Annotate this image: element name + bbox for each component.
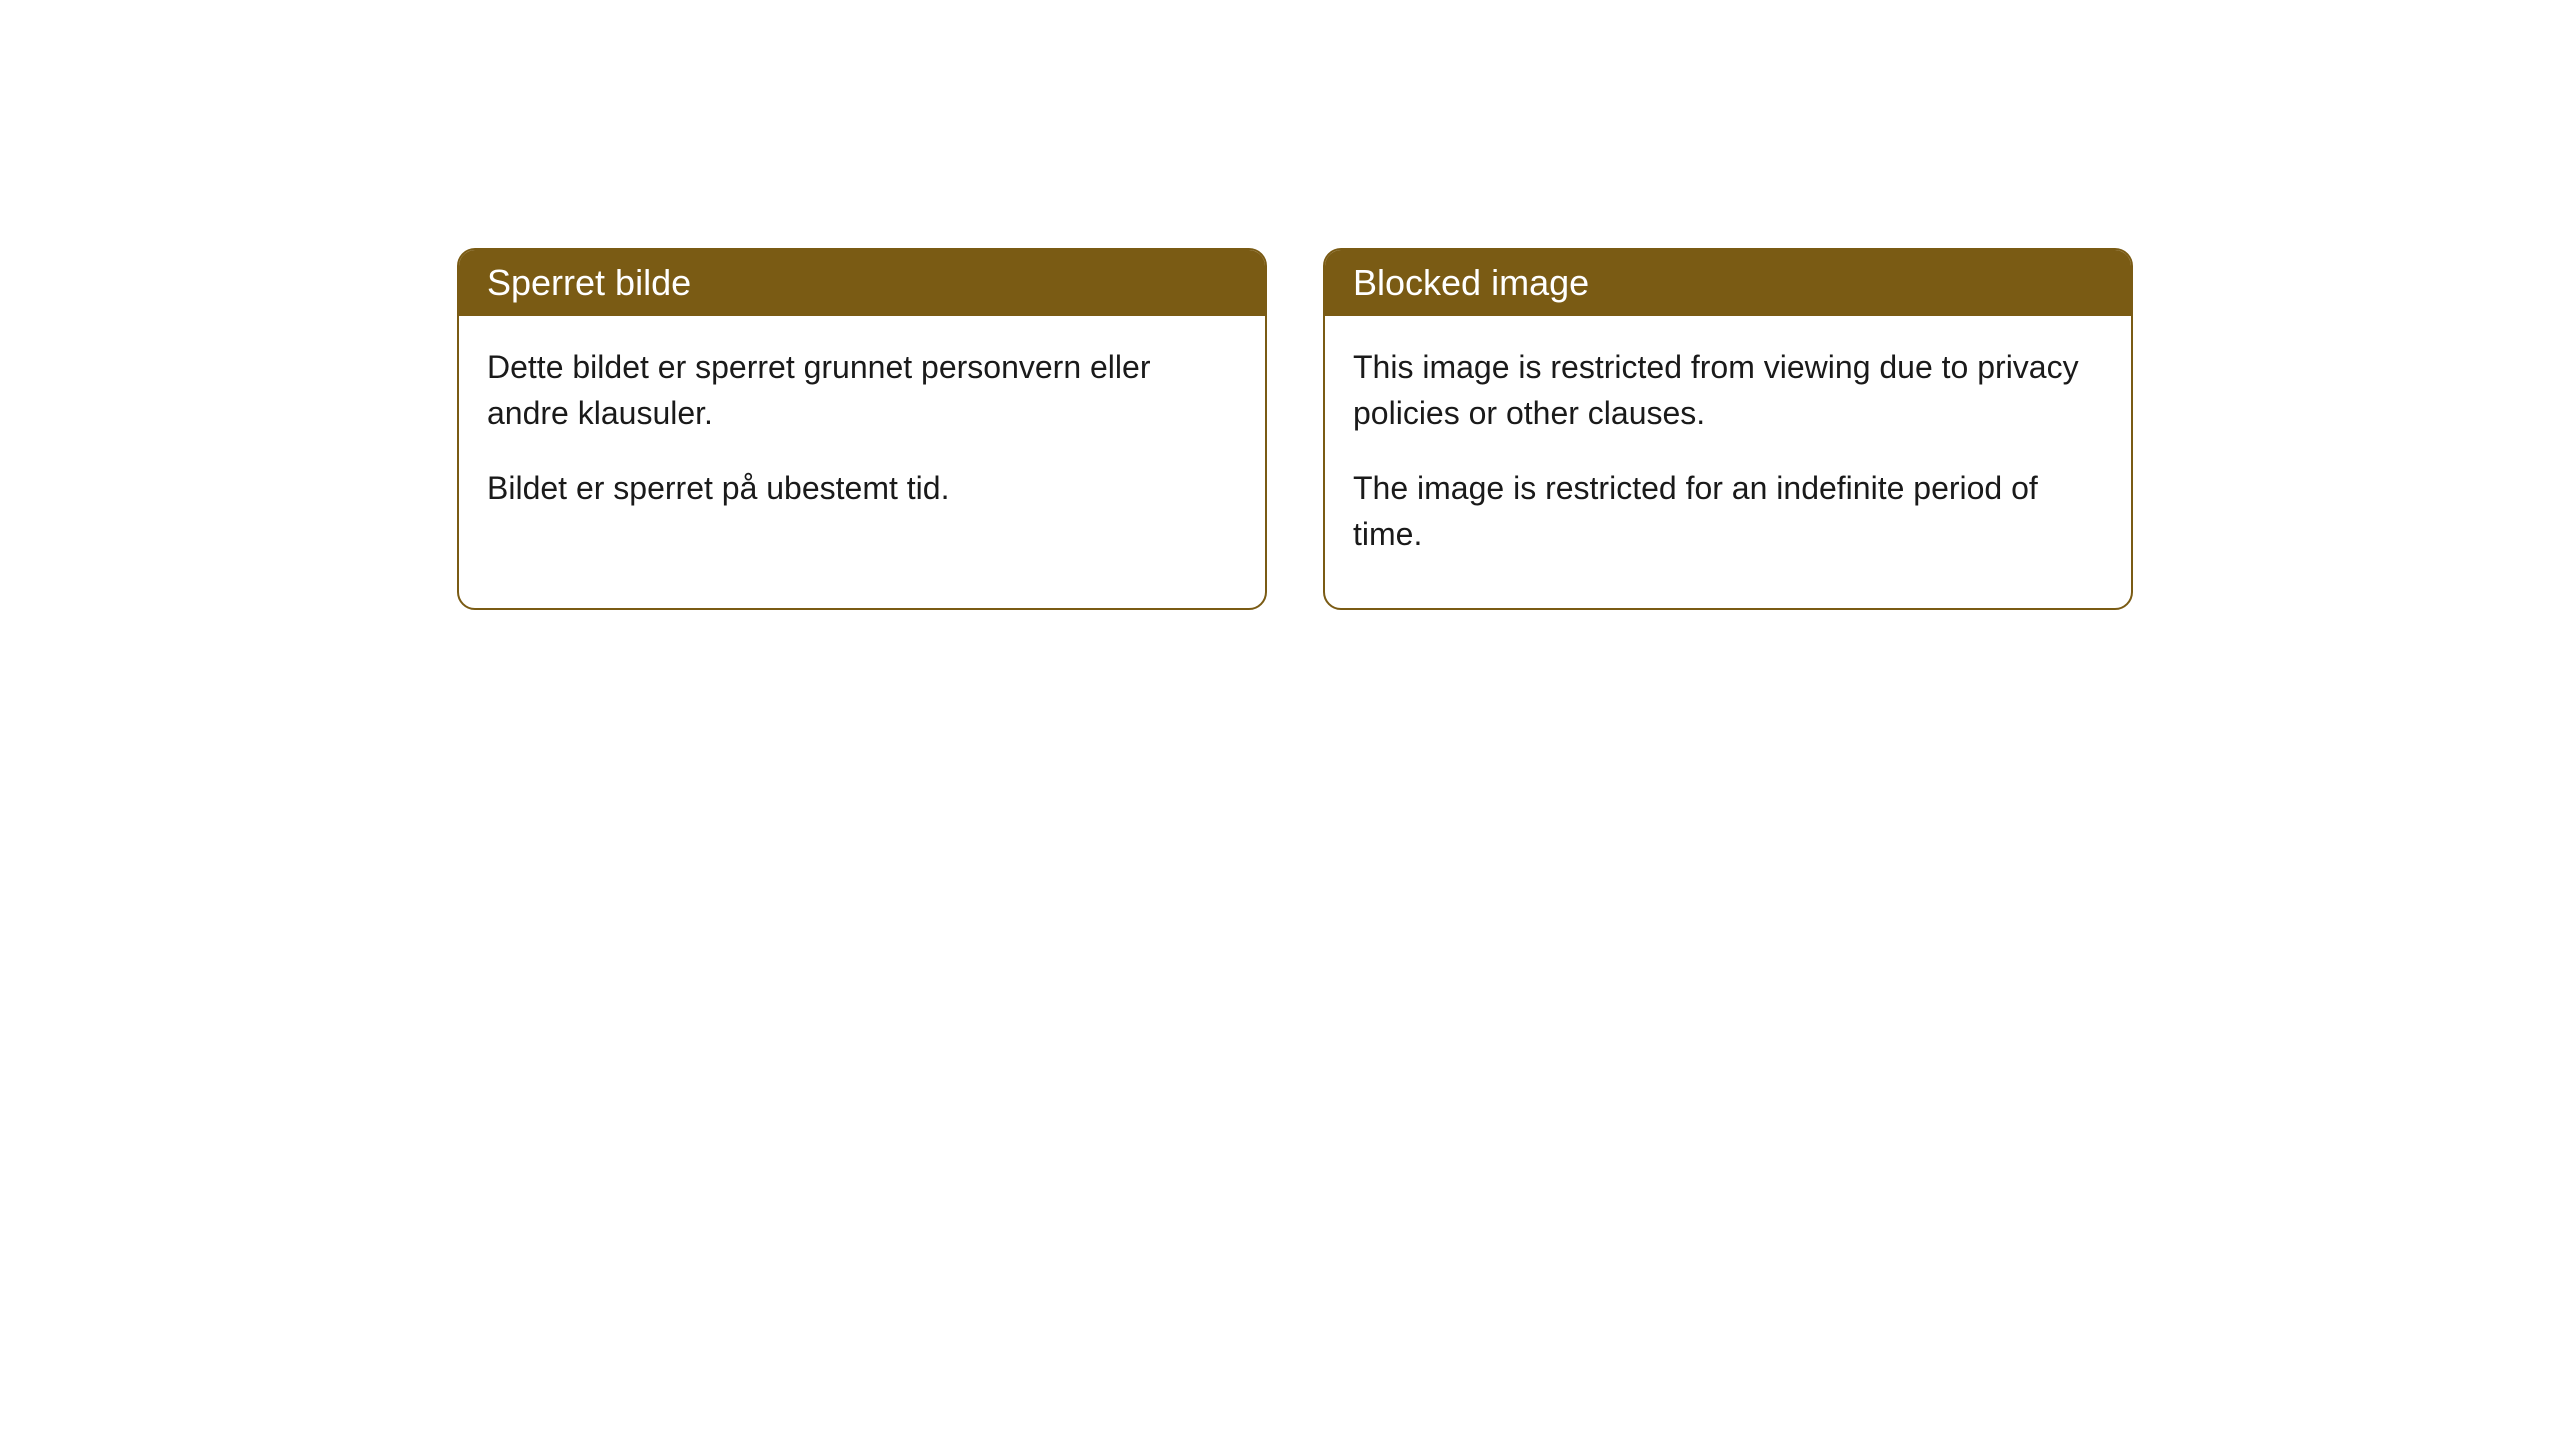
- notice-cards-container: Sperret bilde Dette bildet er sperret gr…: [457, 248, 2133, 610]
- card-paragraph: The image is restricted for an indefinit…: [1353, 465, 2103, 558]
- card-header-english: Blocked image: [1325, 250, 2131, 316]
- card-title: Sperret bilde: [487, 262, 691, 303]
- card-title: Blocked image: [1353, 262, 1589, 303]
- card-paragraph: Bildet er sperret på ubestemt tid.: [487, 465, 1237, 511]
- card-body-norwegian: Dette bildet er sperret grunnet personve…: [459, 316, 1265, 561]
- card-paragraph: This image is restricted from viewing du…: [1353, 344, 2103, 437]
- notice-card-norwegian: Sperret bilde Dette bildet er sperret gr…: [457, 248, 1267, 610]
- notice-card-english: Blocked image This image is restricted f…: [1323, 248, 2133, 610]
- card-body-english: This image is restricted from viewing du…: [1325, 316, 2131, 608]
- card-header-norwegian: Sperret bilde: [459, 250, 1265, 316]
- card-paragraph: Dette bildet er sperret grunnet personve…: [487, 344, 1237, 437]
